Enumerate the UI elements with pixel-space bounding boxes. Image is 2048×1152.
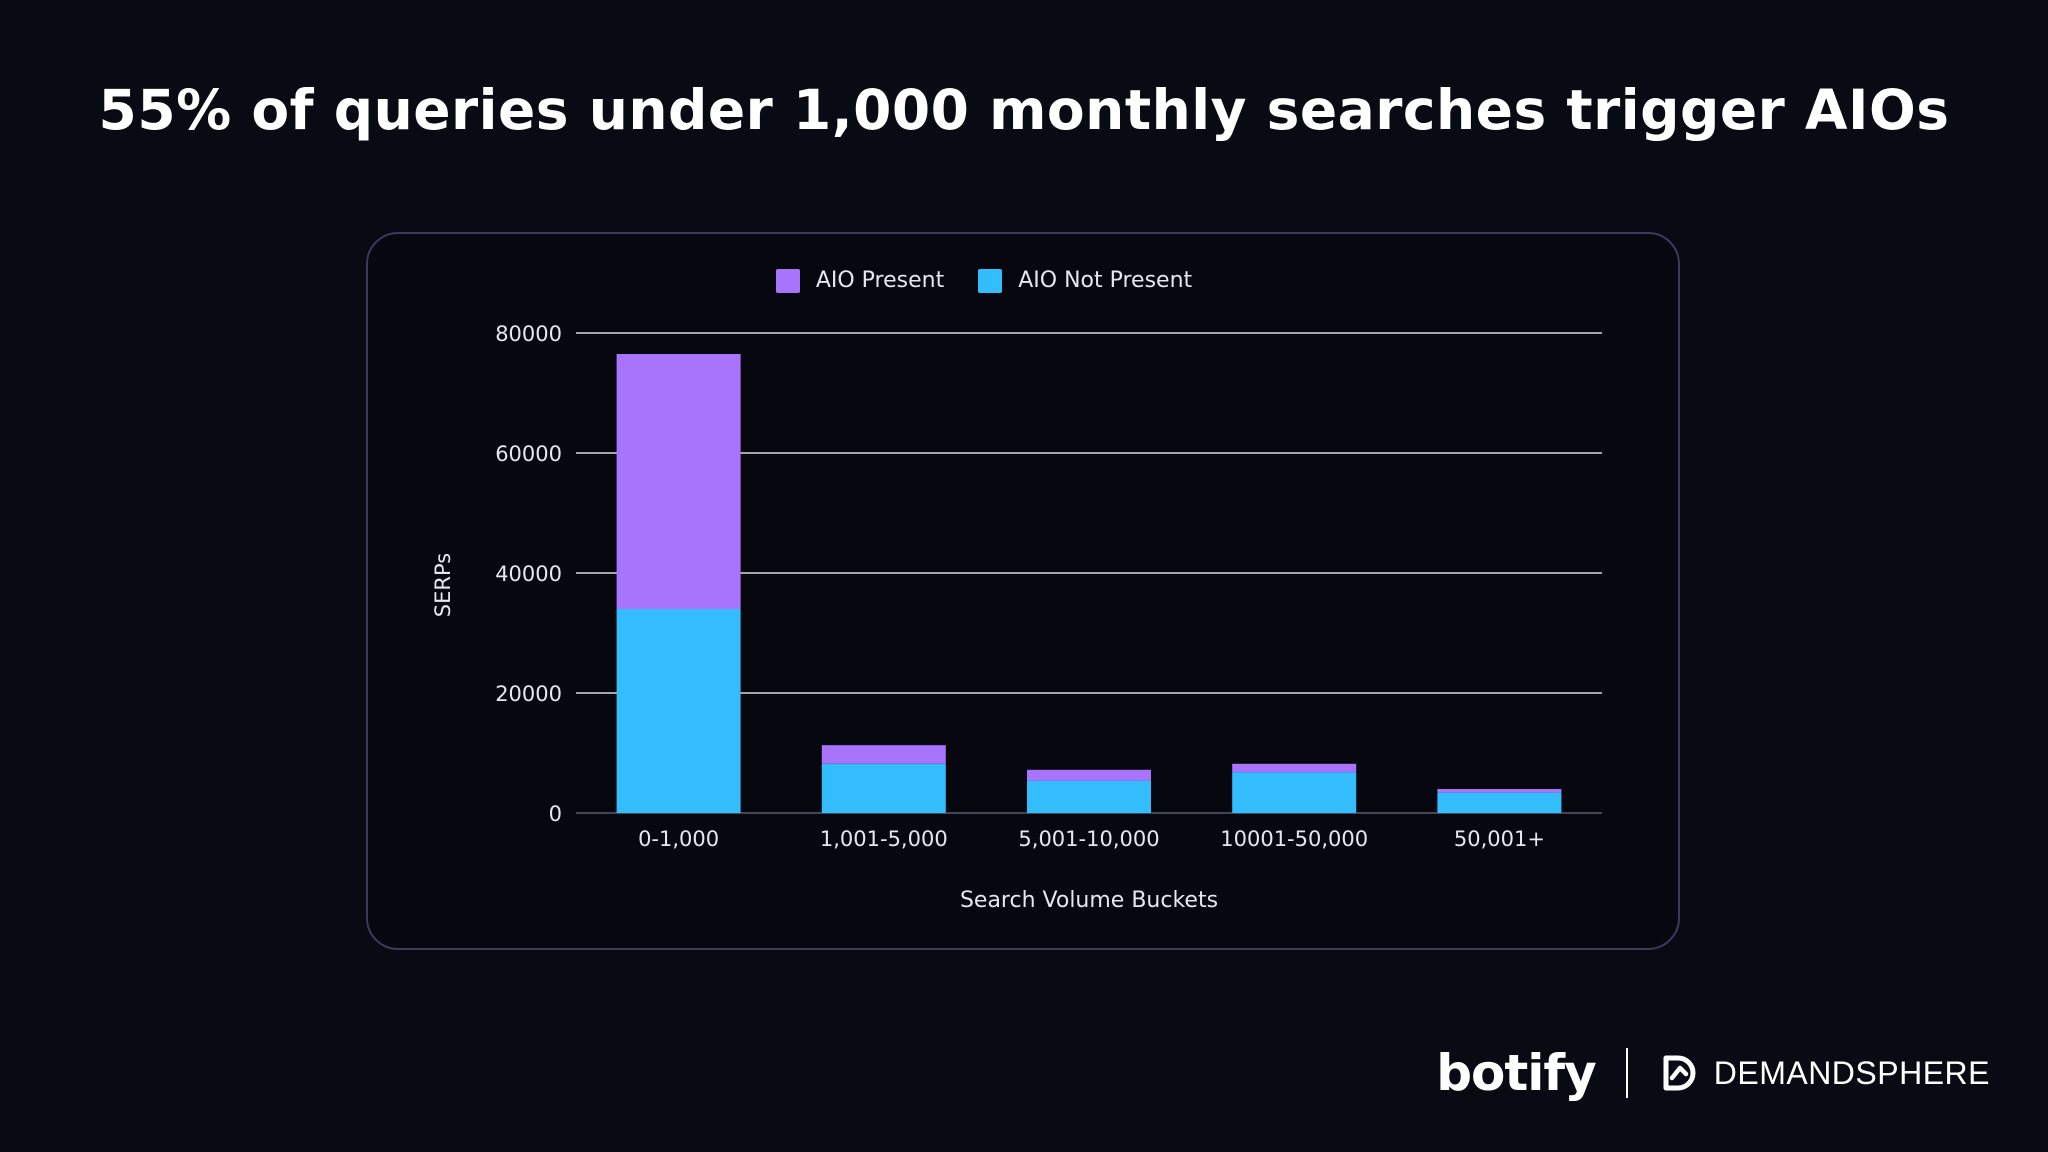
x-tick-label: 10001-50,000 <box>1220 827 1368 851</box>
legend-label-aio-not-present: AIO Not Present <box>1018 268 1193 293</box>
legend-item-aio-not-present: AIO Not Present <box>978 268 1192 293</box>
demandsphere-logo: DEMANDSPHERE <box>1658 1052 1990 1094</box>
x-tick-label: 50,001+ <box>1454 827 1545 851</box>
x-axis-title: Search Volume Buckets <box>960 888 1218 913</box>
bar-segment <box>616 354 741 609</box>
y-axis-title: SERPs <box>431 553 455 617</box>
y-tick-label: 20000 <box>495 682 562 706</box>
slide-title: 55% of queries under 1,000 monthly searc… <box>98 78 1950 142</box>
demandsphere-wordmark: DEMANDSPHERE <box>1713 1054 1990 1091</box>
bar-segment <box>821 745 946 764</box>
bar-segment <box>1027 769 1151 781</box>
y-tick-label: 80000 <box>495 322 562 346</box>
y-tick-label: 0 <box>549 802 562 826</box>
x-tick-label: 1,001-5,000 <box>820 827 948 851</box>
legend-swatch-aio-not-present <box>978 268 1003 293</box>
bar-segment <box>1437 789 1562 793</box>
demandsphere-d-icon <box>1663 1055 1696 1091</box>
y-tick-label: 40000 <box>495 562 562 586</box>
chart-card <box>366 232 1680 950</box>
brand-footer: botify DEMANDSPHERE <box>1436 1044 1990 1102</box>
bar-segment <box>1232 772 1357 813</box>
bar-segment <box>1027 780 1151 813</box>
bar-segment <box>616 609 741 813</box>
botify-logo: botify <box>1436 1044 1597 1102</box>
bar-segment <box>1232 763 1357 773</box>
chart-legend: AIO Present AIO Not Present <box>0 268 2008 293</box>
legend-item-aio-present: AIO Present <box>775 268 945 293</box>
bar-segment <box>1437 792 1562 813</box>
bar-segment <box>821 763 946 813</box>
x-tick-label: 0-1,000 <box>638 827 719 851</box>
legend-label-aio-present: AIO Present <box>815 268 945 293</box>
x-tick-label: 5,001-10,000 <box>1018 827 1159 851</box>
brand-divider <box>1625 1048 1628 1098</box>
y-tick-label: 60000 <box>495 442 562 466</box>
legend-swatch-aio-present <box>775 268 800 293</box>
